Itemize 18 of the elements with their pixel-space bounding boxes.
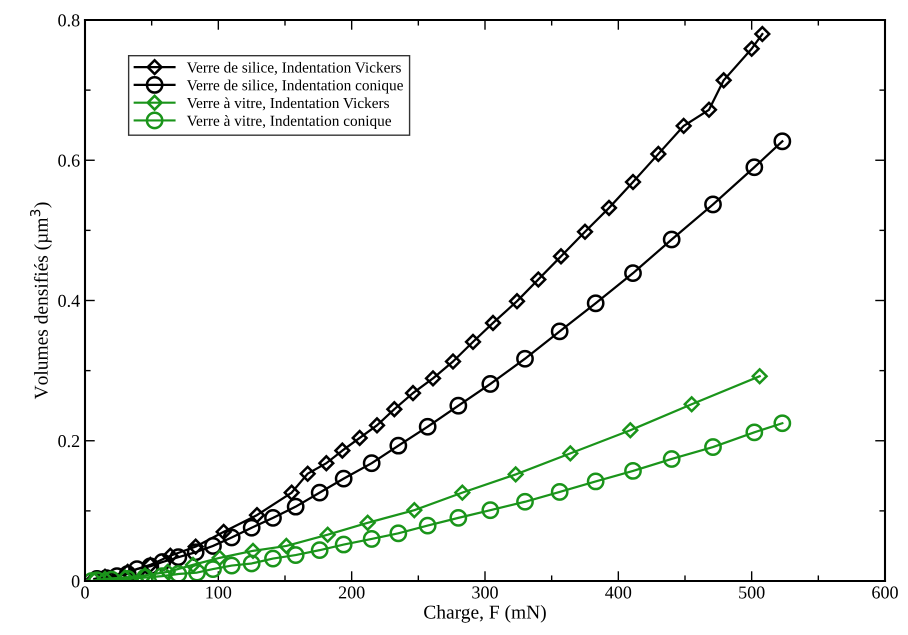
legend-label: Verre à vitre, Indentation conique (186, 115, 392, 130)
x-tick-label: 300 (472, 586, 498, 599)
y-axis-title: Volumes densifiés (µm$^{3}$) (30, 202, 52, 400)
x-tick-label: 100 (206, 586, 232, 599)
y-tick-label: 0.6 (58, 154, 80, 167)
legend-label: Verre à vitre, Indentation Vickers (186, 97, 389, 110)
legend-label: Verre de silice, Indentation Vickers (186, 62, 401, 75)
legend-label: Verre de silice, Indentation conique (186, 80, 403, 94)
y-tick-label: 0.2 (58, 435, 80, 448)
x-tick-label: 600 (872, 586, 898, 599)
x-axis-title: Charge, F (mN) (424, 605, 546, 623)
x-tick-label: 0 (81, 586, 89, 599)
x-tick-label: 500 (739, 586, 765, 599)
y-tick-label: 0.4 (58, 294, 80, 308)
y-tick-label: 0 (72, 575, 80, 588)
x-tick-label: 200 (338, 586, 365, 599)
y-tick-label: 0.8 (58, 14, 80, 27)
x-tick-label: 400 (605, 586, 632, 599)
